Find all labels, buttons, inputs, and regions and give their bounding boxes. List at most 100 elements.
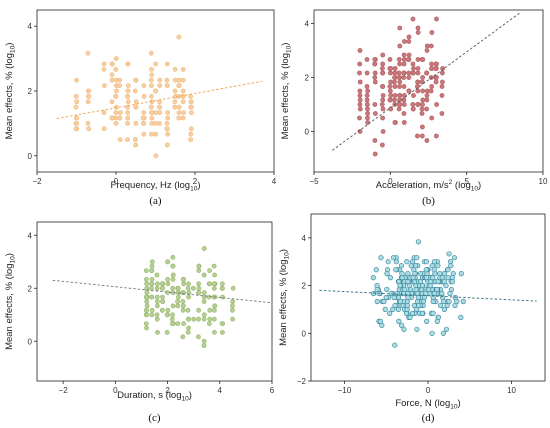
- data-point: [101, 61, 107, 67]
- y-tick-label: 2: [305, 74, 310, 83]
- data-point: [460, 298, 466, 305]
- data-point: [392, 97, 397, 103]
- data-point: [165, 259, 170, 265]
- y-axis-label: Mean effects, % (log10): [4, 43, 17, 140]
- data-point: [149, 268, 154, 273]
- data-point: [429, 115, 435, 121]
- data-point: [410, 275, 416, 281]
- data-point: [406, 39, 412, 44]
- data-point: [133, 121, 139, 126]
- x-tick-label: 2: [165, 386, 170, 395]
- data-point: [160, 299, 166, 304]
- data-point: [186, 316, 192, 322]
- data-point: [148, 281, 154, 287]
- data-point: [381, 298, 387, 305]
- data-point: [190, 285, 196, 291]
- x-tick-label: −2: [32, 177, 42, 186]
- data-point: [452, 302, 458, 309]
- data-point: [165, 281, 171, 287]
- data-point: [434, 102, 439, 107]
- data-point: [201, 299, 207, 304]
- data-point: [196, 281, 201, 287]
- data-point: [74, 121, 79, 126]
- data-point: [408, 263, 414, 269]
- data-point: [387, 275, 394, 281]
- data-point: [365, 106, 370, 112]
- data-point: [144, 303, 150, 309]
- data-point: [189, 104, 194, 110]
- data-point: [357, 106, 363, 112]
- data-point: [117, 137, 123, 142]
- data-point: [229, 307, 235, 313]
- data-point: [380, 70, 385, 76]
- data-point: [196, 316, 201, 322]
- data-point: [424, 275, 430, 281]
- panel-label: (d): [422, 412, 435, 424]
- data-point: [416, 302, 422, 309]
- data-point: [434, 286, 440, 293]
- data-point: [101, 67, 107, 72]
- data-point: [448, 263, 454, 269]
- x-tick-label: 10: [507, 386, 516, 395]
- data-point: [109, 99, 115, 105]
- data-point: [165, 126, 170, 132]
- data-point: [117, 115, 122, 121]
- data-point: [390, 306, 396, 313]
- data-point: [429, 84, 435, 89]
- x-axis-label: Frequency, Hz (log10): [111, 180, 201, 193]
- data-point: [196, 307, 201, 313]
- data-point: [206, 321, 212, 326]
- data-point: [175, 285, 181, 291]
- data-point: [401, 75, 407, 80]
- data-point: [180, 115, 186, 121]
- y-axis-label-text: Mean effects, % (log: [280, 53, 291, 139]
- data-point: [180, 299, 186, 304]
- y-axis-label: Mean effects, % (log10): [278, 249, 291, 346]
- data-point: [211, 281, 217, 287]
- data-point: [357, 93, 363, 98]
- data-point: [176, 83, 182, 88]
- x-axis-label-text: Duration, s (log: [117, 390, 181, 401]
- data-point: [165, 110, 171, 115]
- data-point: [149, 285, 154, 291]
- data-point: [143, 276, 149, 282]
- data-point: [143, 294, 149, 300]
- data-point: [186, 294, 191, 300]
- data-point: [414, 133, 420, 139]
- data-point: [164, 77, 170, 83]
- data-point: [396, 106, 402, 112]
- data-point: [445, 275, 451, 281]
- data-point: [188, 110, 194, 115]
- data-point: [86, 126, 92, 132]
- data-point: [372, 111, 378, 116]
- data-point: [419, 111, 425, 116]
- data-point: [410, 16, 416, 22]
- data-point: [170, 285, 175, 291]
- data-point: [424, 43, 430, 49]
- data-point: [439, 79, 445, 85]
- data-point: [141, 94, 147, 99]
- data-point: [113, 67, 119, 72]
- data-point: [148, 50, 154, 56]
- data-point: [125, 94, 130, 99]
- data-point: [401, 326, 407, 332]
- data-point: [372, 75, 378, 80]
- x-axis-label-text: Frequency, Hz (log: [111, 180, 191, 191]
- data-point: [148, 110, 154, 115]
- data-point: [446, 298, 452, 305]
- data-point: [410, 70, 416, 76]
- data-point: [390, 255, 397, 261]
- data-point: [230, 299, 236, 304]
- y-tick-label: 4: [28, 22, 33, 31]
- panel-label: (b): [422, 195, 435, 207]
- data-point: [125, 110, 131, 115]
- y-tick-label: 0: [305, 128, 310, 137]
- data-point: [180, 303, 186, 309]
- data-point: [109, 77, 115, 83]
- data-point: [144, 299, 150, 304]
- data-point: [430, 310, 436, 317]
- data-point: [380, 129, 386, 134]
- data-point: [419, 106, 425, 112]
- data-point: [379, 142, 385, 148]
